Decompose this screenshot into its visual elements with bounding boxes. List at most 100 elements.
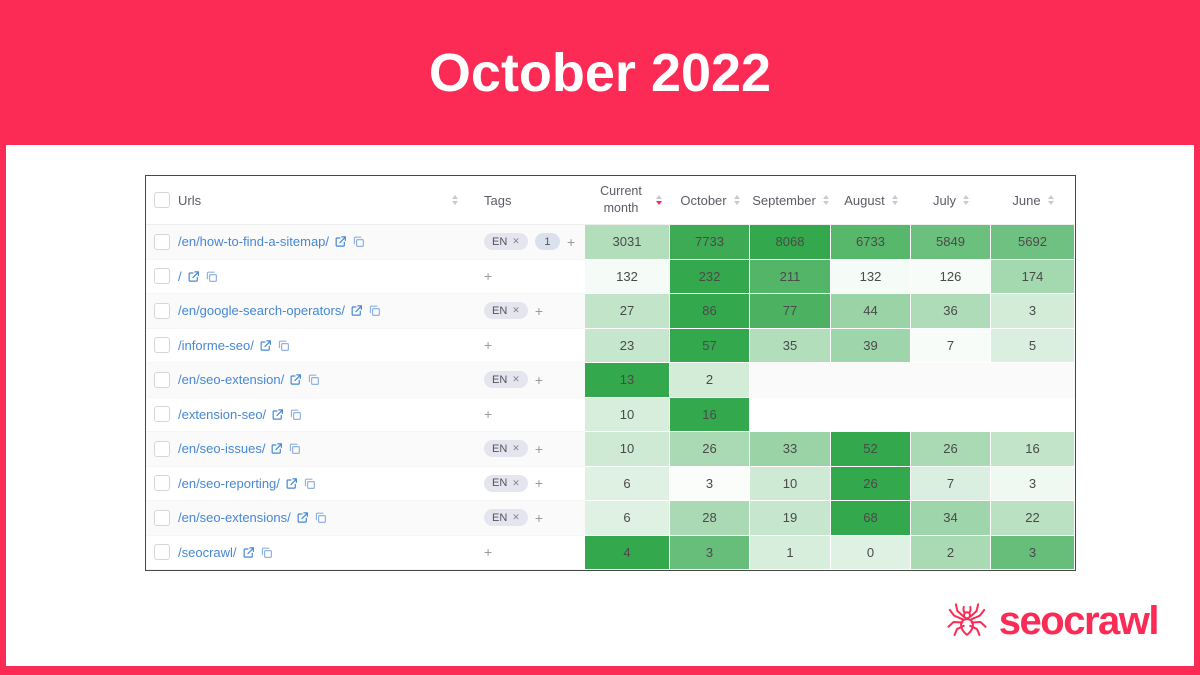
external-link-icon[interactable] (334, 235, 347, 248)
table-row: /seocrawl/+4 3 1 0 2 3 (146, 535, 1075, 570)
tag-pill[interactable]: EN ✕ (484, 509, 528, 527)
column-header-september[interactable]: September (750, 176, 831, 224)
add-tag-button[interactable]: + (484, 544, 493, 561)
row-checkbox[interactable] (154, 268, 170, 285)
external-link-icon[interactable] (187, 270, 200, 283)
row-checkbox[interactable] (154, 406, 170, 423)
sort-icon[interactable] (733, 195, 740, 205)
external-link-icon[interactable] (296, 511, 309, 524)
sort-icon[interactable] (1047, 195, 1054, 205)
row-checkbox[interactable] (154, 371, 170, 388)
url-link[interactable]: /en/seo-issues/ (178, 441, 266, 457)
add-tag-button[interactable]: + (534, 509, 544, 526)
tags-cell: + (468, 536, 585, 570)
external-link-icon[interactable] (285, 477, 298, 490)
heat-cell: 23 (585, 328, 670, 363)
table-row: /informe-seo/ +23 57 35 39 7 5 (146, 328, 1075, 363)
copy-icon[interactable] (352, 235, 365, 248)
row-select-cell (146, 432, 178, 467)
tag-count-pill[interactable]: 1 (534, 233, 560, 251)
sort-icon[interactable] (822, 195, 829, 205)
tag-pill[interactable]: EN ✕ (484, 233, 528, 251)
heat-cell: 27 (585, 294, 670, 329)
column-header-current_month[interactable]: Current month (585, 176, 670, 224)
url-link[interactable]: /en/how-to-find-a-sitemap/ (178, 234, 330, 250)
tag-remove-icon[interactable]: ✕ (512, 236, 520, 247)
heat-cell: 6733 (831, 225, 911, 260)
heat-cell: 3 (670, 535, 750, 570)
add-tag-button[interactable]: + (534, 440, 544, 457)
row-checkbox[interactable] (154, 544, 170, 561)
copy-icon[interactable] (289, 408, 302, 421)
copy-icon[interactable] (277, 339, 290, 352)
select-all-checkbox[interactable] (154, 192, 170, 208)
heat-cell: 7 (911, 328, 991, 363)
url-link[interactable]: /en/seo-extensions/ (178, 510, 291, 526)
tag-remove-icon[interactable]: ✕ (512, 443, 520, 454)
heat-cell: 132 (585, 259, 670, 294)
add-tag-button[interactable]: + (534, 475, 544, 492)
column-header-urls[interactable]: Urls (178, 176, 468, 224)
column-header-october[interactable]: October (670, 176, 750, 224)
row-checkbox[interactable] (154, 337, 170, 354)
heat-cell: 6 (585, 466, 670, 501)
copy-icon[interactable] (368, 304, 381, 317)
tag-remove-icon[interactable]: ✕ (512, 374, 520, 385)
copy-icon[interactable] (307, 373, 320, 386)
heat-cell (750, 398, 831, 433)
copy-icon[interactable] (303, 477, 316, 490)
sort-icon[interactable] (656, 195, 662, 205)
heat-cell (911, 363, 991, 398)
heat-cell: 44 (831, 294, 911, 329)
slide-title: October 2022 (428, 42, 772, 103)
row-checkbox[interactable] (154, 302, 170, 319)
copy-icon[interactable] (314, 511, 327, 524)
tag-remove-icon[interactable]: ✕ (512, 305, 520, 316)
sort-icon[interactable] (452, 195, 458, 205)
add-tag-button[interactable]: + (566, 233, 576, 250)
tag-pill[interactable]: EN ✕ (484, 302, 528, 320)
external-link-icon[interactable] (270, 442, 283, 455)
external-link-icon[interactable] (242, 546, 255, 559)
url-link[interactable]: /en/google-search-operators/ (178, 303, 345, 319)
add-tag-button[interactable]: + (534, 371, 544, 388)
row-checkbox[interactable] (154, 233, 170, 250)
table-row: / +132 232 211 132 126 174 (146, 259, 1075, 294)
url-cell: /en/seo-reporting/ (178, 467, 468, 501)
heat-cell: 3 (991, 535, 1075, 570)
copy-icon[interactable] (288, 442, 301, 455)
sort-icon[interactable] (963, 195, 970, 205)
sort-icon[interactable] (891, 195, 898, 205)
add-tag-button[interactable]: + (484, 268, 493, 285)
row-checkbox[interactable] (154, 440, 170, 457)
column-header-august[interactable]: August (831, 176, 911, 224)
url-link[interactable]: /seocrawl/ (178, 544, 237, 560)
tags-cell: EN ✕ + (468, 501, 585, 536)
tag-remove-icon[interactable]: ✕ (512, 477, 520, 488)
external-link-icon[interactable] (259, 339, 272, 352)
row-checkbox[interactable] (154, 509, 170, 526)
add-tag-button[interactable]: + (534, 302, 544, 319)
tag-pill[interactable]: EN ✕ (484, 474, 528, 492)
external-link-icon[interactable] (271, 408, 284, 421)
url-link[interactable]: /en/seo-extension/ (178, 372, 285, 388)
url-link[interactable]: /informe-seo/ (178, 337, 254, 353)
add-tag-button[interactable]: + (484, 337, 493, 354)
url-link[interactable]: /en/seo-reporting/ (178, 475, 280, 491)
column-header-june[interactable]: June (991, 176, 1075, 224)
add-tag-button[interactable]: + (484, 406, 493, 423)
copy-icon[interactable] (205, 270, 218, 283)
table-row: /en/seo-issues/EN ✕ +10 26 33 52 26 16 (146, 432, 1075, 467)
column-header-july[interactable]: July (911, 176, 991, 224)
tag-pill[interactable]: EN ✕ (484, 371, 528, 389)
external-link-icon[interactable] (289, 373, 302, 386)
row-checkbox[interactable] (154, 475, 170, 492)
tag-pill[interactable]: EN ✕ (484, 440, 528, 458)
caret-up-icon (822, 195, 829, 199)
copy-icon[interactable] (260, 546, 273, 559)
url-link[interactable]: /extension-seo/ (178, 406, 267, 422)
external-link-icon[interactable] (350, 304, 363, 317)
url-link[interactable]: / (178, 268, 182, 284)
tag-remove-icon[interactable]: ✕ (512, 512, 520, 523)
heat-cell: 0 (831, 535, 911, 570)
